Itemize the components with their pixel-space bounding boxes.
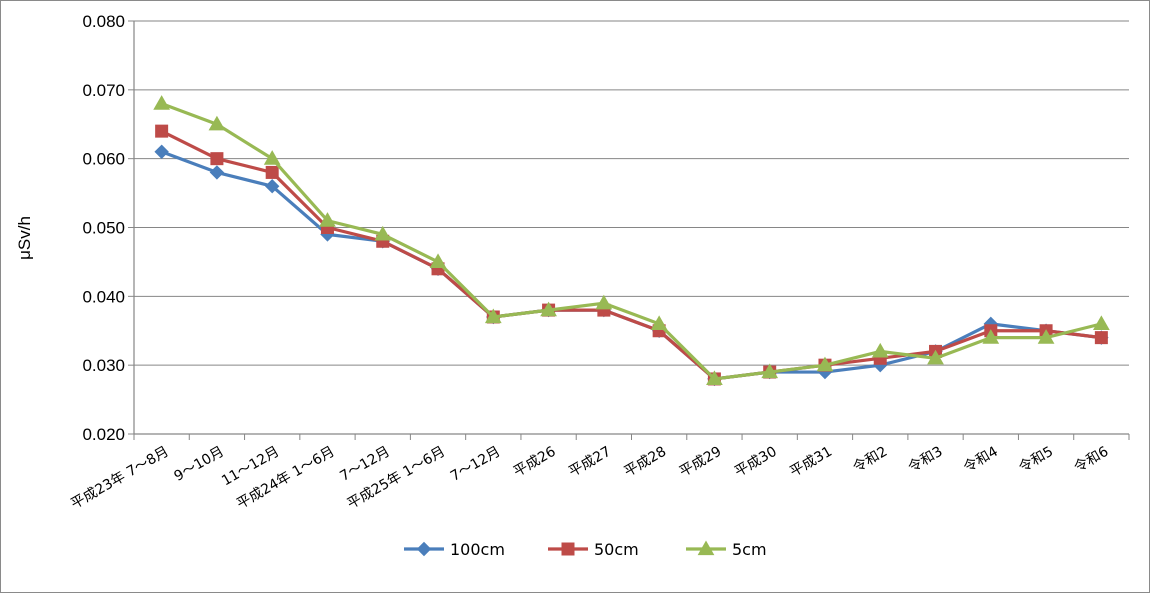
x-tick-label: 9～10月: [172, 444, 227, 485]
data-point-5cm: [595, 294, 613, 310]
axis-layer: 0.080 0.070 0.060 0.050 0.040 0.030 0.020平成23年…: [68, 12, 1130, 513]
x-tick-label: 令和2: [850, 444, 890, 476]
legend-item-5cm: 5cm: [686, 540, 767, 559]
x-tick-label: 平成26: [511, 444, 559, 481]
data-point-5cm: [761, 363, 779, 379]
data-point-100cm: [154, 144, 169, 159]
series-5cm: [153, 95, 1110, 386]
data-point-5cm: [816, 356, 834, 372]
legend-item-100cm: 100cm: [404, 540, 505, 559]
y-axis-label: μSv/h: [15, 216, 34, 260]
data-point-5cm: [153, 95, 171, 110]
x-tick-label: 平成31: [787, 444, 835, 481]
data-point-5cm: [706, 370, 723, 386]
y-tick-label: 0.020: [82, 425, 125, 444]
y-tick-label: 0.070: [82, 81, 125, 100]
data-point-50cm: [210, 152, 224, 166]
data-point-5cm: [484, 308, 502, 324]
legend-label: 100cm: [450, 540, 505, 559]
x-tick-label: 平成29: [677, 444, 725, 481]
legend-layer: 100cm 50cm 5cm: [404, 540, 767, 559]
y-tick-label: 0.040: [82, 287, 125, 306]
data-point-5cm: [208, 115, 226, 131]
y-tick-label: 0.050: [82, 219, 125, 238]
legend-label: 5cm: [732, 540, 767, 559]
data-point-5cm: [319, 212, 336, 227]
data-point-50cm: [265, 165, 279, 179]
series-line-50cm: [160, 129, 1103, 381]
x-tick-label: 平成28: [621, 444, 669, 481]
legend-marker: [697, 540, 715, 556]
y-tick-label: 0.030: [82, 356, 125, 375]
legend-item-50cm: 50cm: [548, 540, 639, 559]
data-point-5cm: [540, 301, 557, 317]
series-100cm: [154, 144, 1109, 387]
x-tick-label: 平成23年 7～8月: [68, 444, 171, 513]
series-layer: [153, 95, 1110, 387]
data-point-5cm: [429, 253, 447, 269]
x-tick-label: 7～12月: [448, 444, 503, 485]
x-tick-label: 平成30: [732, 444, 780, 481]
data-point-5cm: [871, 342, 889, 358]
data-point-5cm: [927, 349, 944, 365]
x-tick-label: 平成25年 1～6月: [345, 444, 448, 513]
grid-layer: [134, 20, 1129, 435]
legend-marker: [561, 542, 575, 556]
series-line-5cm: [160, 101, 1103, 381]
data-point-5cm: [1037, 329, 1055, 344]
data-point-5cm: [263, 150, 281, 165]
legend-label: 50cm: [594, 540, 639, 559]
data-point-50cm: [1094, 331, 1108, 345]
legend-marker: [416, 541, 432, 557]
x-tick-label: 平成27: [566, 444, 614, 481]
x-tick-label: 令和4: [961, 444, 1001, 476]
data-point-50cm: [155, 124, 169, 138]
data-point-5cm: [650, 315, 668, 330]
data-point-5cm: [374, 225, 392, 241]
data-point-100cm: [209, 165, 225, 180]
x-tick-label: 令和3: [906, 444, 946, 476]
data-point-100cm: [264, 178, 280, 194]
x-tick-label: 平成24年 1～6月: [234, 444, 337, 513]
x-tick-label: 令和6: [1071, 444, 1111, 476]
data-point-5cm: [982, 329, 1000, 344]
series-line-100cm: [160, 150, 1103, 381]
y-tick-label: 0.060: [82, 150, 125, 169]
data-point-5cm: [1092, 315, 1110, 330]
x-tick-label: 令和5: [1016, 444, 1056, 476]
y-tick-label: 0.080: [82, 12, 125, 31]
